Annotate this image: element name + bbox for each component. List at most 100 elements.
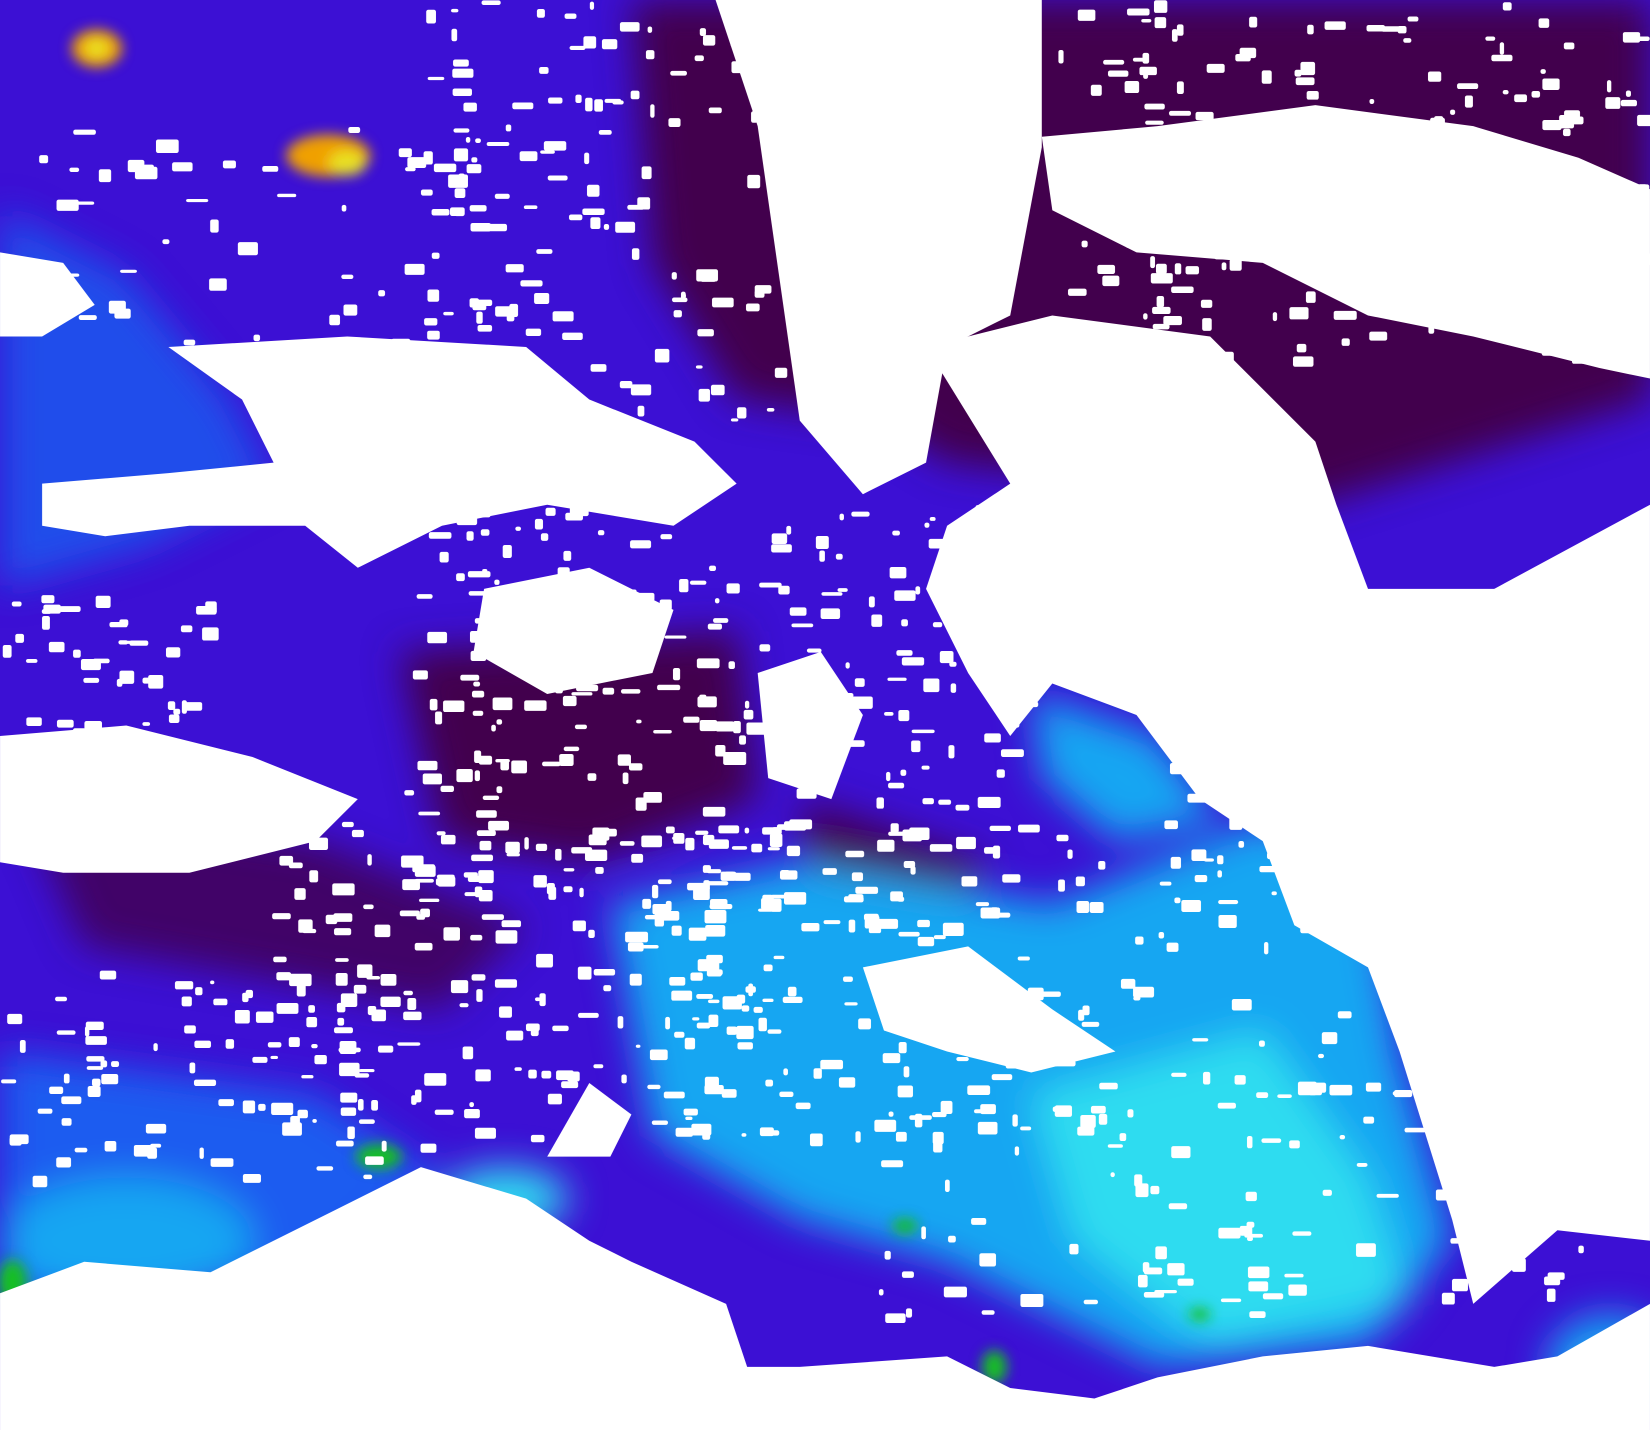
cloud-fleck	[962, 1012, 969, 1017]
cloud-fleck	[695, 830, 709, 835]
cloud-fleck	[786, 525, 792, 535]
cloud-fleck	[1049, 1042, 1068, 1050]
cloud-fleck	[506, 853, 520, 857]
cloud-fleck	[986, 666, 1010, 673]
cloud-fleck	[541, 1070, 552, 1079]
cloud-fleck	[974, 1109, 985, 1114]
cloud-fleck	[476, 830, 496, 837]
cloud-fleck	[886, 771, 891, 782]
cloud-fleck	[213, 998, 228, 1006]
cloud-fleck	[1204, 858, 1214, 862]
cloud-fleck	[416, 594, 433, 599]
cloud-fleck	[431, 209, 450, 216]
cloud-speckle	[1, 0, 1650, 1323]
cloud-fleck	[1081, 1021, 1100, 1027]
cloud-fleck	[1174, 263, 1182, 275]
cloud-fleck	[1508, 205, 1528, 217]
cloud-fleck	[1075, 876, 1085, 887]
cloud-fleck	[698, 388, 710, 402]
cloud-fleck	[1270, 171, 1283, 184]
cloud-fleck	[377, 1045, 394, 1053]
plume-north	[1031, 693, 1221, 842]
cloud-fleck	[417, 760, 438, 771]
cloud-fleck	[485, 223, 507, 232]
cloud-fleck	[1163, 315, 1182, 326]
cloud-fleck	[815, 536, 829, 549]
cloud-fleck	[751, 843, 763, 853]
cloud-fleck	[515, 526, 521, 531]
cloud-fleck	[1284, 1273, 1304, 1278]
cloud-fleck	[628, 763, 643, 771]
cloud-fleck	[697, 959, 720, 972]
cloud-fleck	[63, 1073, 70, 1084]
cloud-fleck	[586, 184, 600, 197]
cloud-fleck	[472, 710, 484, 716]
cloud-fleck	[473, 681, 481, 687]
cloud-fleck	[19, 318, 38, 332]
cloud-fleck	[1301, 229, 1324, 234]
cloud-fleck	[1159, 205, 1165, 216]
cloud-fleck	[625, 931, 649, 943]
cloud-fleck	[1526, 292, 1539, 301]
cloud-fleck	[1171, 29, 1178, 42]
cloud-fleck	[579, 887, 584, 898]
cloud-fleck	[1261, 70, 1272, 84]
cloud-fleck	[1213, 777, 1223, 784]
cloud-fleck	[696, 1022, 711, 1029]
cloud-fleck	[1246, 1236, 1253, 1242]
cloud-fleck	[181, 996, 192, 1007]
cloud-fleck	[851, 511, 870, 517]
cloud-fleck	[1632, 36, 1650, 42]
cloud-fleck	[1446, 242, 1457, 247]
cloud-fleck	[451, 28, 458, 42]
cloud-fleck	[145, 1123, 167, 1134]
cloud-fleck	[971, 1218, 987, 1225]
cloud-fleck	[1424, 1094, 1440, 1106]
cloud-fleck	[754, 290, 765, 298]
cloud-fleck	[55, 262, 62, 268]
cloud-fleck	[1170, 856, 1181, 869]
cloud-fleck	[620, 689, 641, 694]
cloud-fleck	[1037, 991, 1061, 997]
cloud-fleck	[1261, 1138, 1282, 1143]
cloud-fleck	[1058, 49, 1064, 64]
cloud-fleck	[772, 79, 780, 88]
cloud-fleck	[645, 50, 655, 60]
cloud-fleck	[488, 820, 509, 831]
cloud-fleck	[709, 565, 716, 571]
cloud-fleck	[181, 700, 187, 714]
cloud-fleck	[855, 1131, 861, 1143]
cloud-fleck	[897, 1085, 913, 1098]
cloud-fleck	[1451, 1278, 1468, 1292]
cloud-fleck	[496, 786, 503, 794]
cloud-fleck	[391, 338, 411, 345]
cloud-fleck	[205, 601, 217, 614]
cloud-fleck	[1020, 1126, 1032, 1131]
cloud-fleck	[100, 1060, 108, 1068]
cloud-fleck	[1098, 1113, 1108, 1125]
cloud-fleck	[427, 76, 445, 81]
cloud-fleck	[309, 870, 319, 883]
cloud-fleck	[1434, 116, 1444, 125]
cloud-fleck	[1169, 763, 1186, 775]
cloud-fleck	[255, 1011, 274, 1023]
cloud-fleck	[603, 223, 610, 230]
cloud-fleck	[1477, 170, 1499, 183]
cloud-fleck	[787, 986, 797, 997]
cloud-fleck	[420, 189, 433, 196]
cloud-fleck	[1558, 247, 1566, 259]
cloud-fleck	[1245, 1191, 1257, 1202]
cloud-fleck	[450, 389, 462, 397]
cloud-fleck	[730, 418, 739, 422]
cloud-fleck	[1079, 205, 1090, 210]
cloud-fleck	[1354, 752, 1373, 766]
cloud-fleck	[741, 1133, 747, 1137]
cloud-fleck	[1300, 921, 1314, 934]
cloud-fleck	[316, 1166, 334, 1171]
cloud-fleck	[1463, 804, 1470, 815]
cloud-fleck	[577, 966, 592, 980]
cloud-fleck	[1626, 241, 1641, 251]
cloud-fleck	[520, 280, 543, 287]
cloud-fleck	[1514, 94, 1527, 103]
cloud-fleck	[1168, 110, 1191, 116]
